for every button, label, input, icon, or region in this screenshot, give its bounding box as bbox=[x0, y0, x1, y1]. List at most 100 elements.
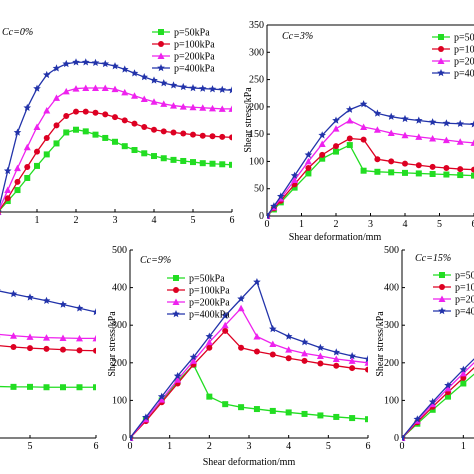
data-point-p50 bbox=[388, 169, 395, 176]
data-point-p400 bbox=[277, 192, 285, 200]
data-point-p400 bbox=[413, 415, 422, 423]
data-point-p200 bbox=[131, 92, 138, 99]
data-point-p400 bbox=[284, 332, 293, 340]
data-point-p400 bbox=[142, 413, 150, 421]
data-point-p200 bbox=[470, 139, 474, 146]
legend-marker-p50 bbox=[158, 29, 164, 35]
data-point-p400 bbox=[208, 85, 217, 93]
data-point-p200 bbox=[332, 355, 340, 363]
data-point-p400 bbox=[3, 166, 12, 175]
data-point-p200 bbox=[456, 138, 464, 145]
data-point-p400 bbox=[428, 397, 437, 406]
data-point-p400 bbox=[346, 105, 354, 113]
data-point-p400 bbox=[359, 100, 368, 108]
data-point-p100 bbox=[319, 151, 326, 158]
data-point-p100 bbox=[222, 327, 229, 334]
data-point-p400 bbox=[13, 128, 22, 136]
data-point-p400 bbox=[364, 355, 368, 363]
data-point-p400 bbox=[198, 84, 207, 92]
data-point-p100 bbox=[43, 345, 50, 352]
data-point-p200 bbox=[209, 104, 216, 112]
legend-marker-p100 bbox=[173, 287, 179, 293]
data-point-p100 bbox=[160, 128, 167, 135]
data-point-p400 bbox=[81, 58, 90, 66]
data-point-p100 bbox=[388, 158, 395, 165]
data-point-p50 bbox=[445, 393, 451, 400]
x-tick-label: 0 bbox=[265, 219, 270, 230]
x-tick-label: 6 bbox=[230, 215, 235, 226]
data-point-p100 bbox=[180, 130, 187, 137]
y-tick-label: 100 bbox=[112, 395, 127, 406]
y-tick-label: 500 bbox=[384, 245, 399, 256]
data-point-p50 bbox=[76, 384, 83, 391]
data-point-p200 bbox=[348, 357, 356, 364]
data-point-p200 bbox=[189, 357, 197, 364]
data-point-p50 bbox=[238, 404, 245, 411]
data-point-p100 bbox=[53, 122, 60, 129]
data-point-p100 bbox=[429, 163, 436, 170]
data-point-p100 bbox=[360, 136, 367, 143]
data-point-p100 bbox=[82, 108, 89, 115]
x-tick-label: 2 bbox=[74, 215, 79, 226]
data-point-p100 bbox=[285, 355, 292, 362]
x-tick-label: 3 bbox=[113, 215, 118, 226]
data-point-p400 bbox=[332, 116, 340, 124]
y-axis-title: Shear stress/kPa bbox=[107, 311, 118, 377]
data-point-p200 bbox=[10, 332, 17, 339]
series-line-p100 bbox=[267, 137, 474, 217]
data-point-p100 bbox=[219, 133, 226, 140]
data-point-p50 bbox=[190, 159, 196, 166]
data-point-p400 bbox=[387, 112, 395, 120]
data-point-p50 bbox=[222, 401, 229, 408]
data-point-p200 bbox=[111, 85, 119, 93]
legend-entry: p=400kPa bbox=[455, 307, 474, 318]
legend-marker-p200 bbox=[437, 57, 445, 64]
x-tick-label: 1 bbox=[461, 441, 466, 452]
y-tick-label: 400 bbox=[384, 283, 399, 294]
data-point-p50 bbox=[443, 171, 450, 178]
data-point-p200 bbox=[158, 396, 166, 403]
data-point-p100 bbox=[102, 111, 109, 118]
data-point-p100 bbox=[349, 365, 356, 372]
data-point-p400 bbox=[237, 294, 245, 303]
x-tick-label: 4 bbox=[403, 219, 408, 230]
legend-marker-p100 bbox=[439, 284, 445, 290]
plot-area bbox=[0, 289, 96, 391]
data-point-p200 bbox=[23, 143, 31, 151]
y-tick-label: 200 bbox=[112, 358, 127, 369]
data-point-p50 bbox=[317, 412, 324, 419]
y-tick-label: 350 bbox=[249, 20, 264, 31]
data-point-p100 bbox=[365, 366, 368, 373]
data-point-p100 bbox=[460, 374, 467, 381]
x-tick-label: 1 bbox=[35, 215, 40, 226]
data-point-p200 bbox=[301, 349, 309, 357]
data-point-p200 bbox=[415, 133, 423, 140]
legend-entry: p=100kPa bbox=[455, 283, 474, 294]
data-point-p200 bbox=[205, 338, 213, 346]
y-tick-label: 300 bbox=[249, 47, 264, 58]
data-point-p400 bbox=[169, 81, 178, 89]
data-point-p50 bbox=[291, 184, 298, 191]
y-tick-label: 0 bbox=[259, 211, 264, 222]
x-tick-label: 5 bbox=[191, 215, 196, 226]
data-point-p100 bbox=[190, 131, 196, 138]
legend-marker-p50 bbox=[439, 272, 445, 278]
panel-label: Cc=3% bbox=[282, 31, 313, 42]
data-point-p200 bbox=[429, 135, 437, 142]
data-point-p50 bbox=[180, 157, 187, 164]
data-point-p400 bbox=[140, 73, 149, 81]
x-axis-title: Shear deformation/mm bbox=[203, 457, 296, 468]
data-point-p200 bbox=[459, 369, 467, 377]
data-point-p100 bbox=[346, 135, 353, 142]
data-point-p50 bbox=[229, 161, 232, 168]
data-point-p100 bbox=[131, 120, 138, 127]
data-point-p50 bbox=[73, 126, 79, 133]
data-point-p400 bbox=[415, 116, 423, 124]
data-point-p50 bbox=[82, 128, 89, 135]
data-point-p100 bbox=[443, 164, 450, 171]
data-point-p400 bbox=[159, 79, 168, 87]
data-point-p100 bbox=[301, 357, 308, 364]
x-tick-label: 2 bbox=[207, 441, 212, 452]
